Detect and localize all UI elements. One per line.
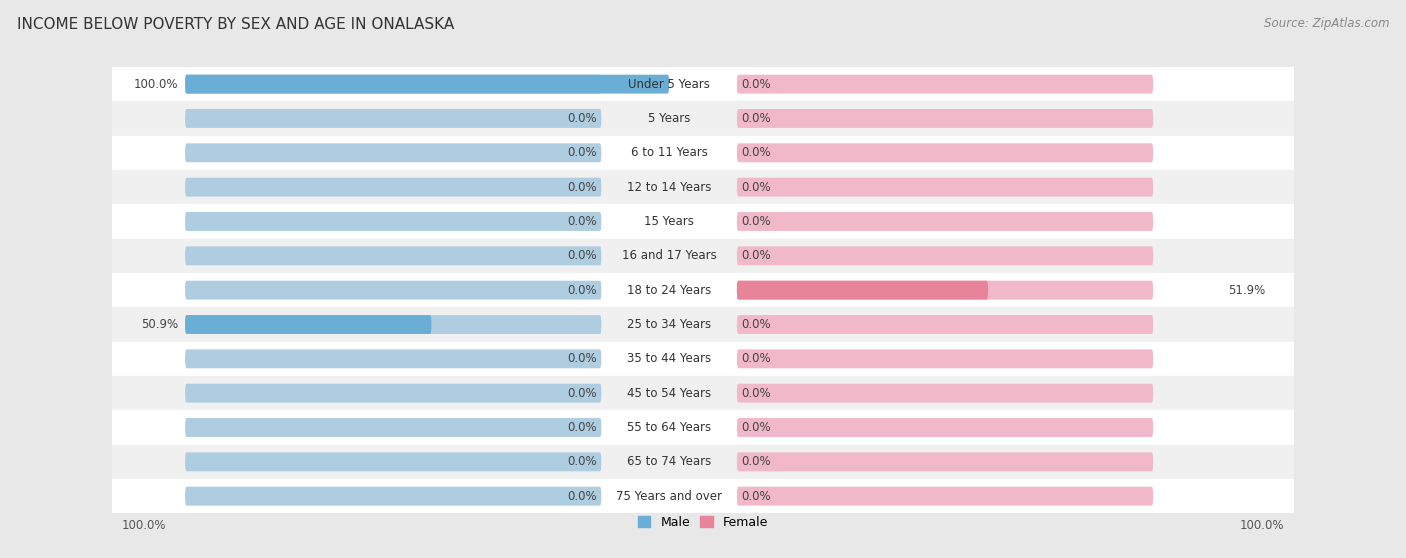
Bar (112, 67, 1294, 102)
FancyBboxPatch shape (186, 315, 602, 334)
Bar (112, 479, 1294, 513)
Text: 0.0%: 0.0% (742, 352, 772, 365)
Bar (112, 307, 1294, 341)
Text: 0.0%: 0.0% (742, 387, 772, 400)
Text: 50.9%: 50.9% (141, 318, 177, 331)
FancyBboxPatch shape (186, 75, 602, 94)
Text: 0.0%: 0.0% (567, 421, 596, 434)
Text: Under 5 Years: Under 5 Years (628, 78, 710, 90)
Text: 15 Years: 15 Years (644, 215, 695, 228)
Text: 0.0%: 0.0% (742, 112, 772, 125)
Text: 16 and 17 Years: 16 and 17 Years (621, 249, 717, 262)
Text: Source: ZipAtlas.com: Source: ZipAtlas.com (1264, 17, 1389, 30)
Text: 0.0%: 0.0% (567, 490, 596, 503)
Text: 0.0%: 0.0% (567, 352, 596, 365)
Text: 45 to 54 Years: 45 to 54 Years (627, 387, 711, 400)
FancyBboxPatch shape (737, 212, 1153, 231)
Text: 0.0%: 0.0% (742, 490, 772, 503)
Text: 0.0%: 0.0% (567, 146, 596, 159)
FancyBboxPatch shape (737, 418, 1153, 437)
Bar (112, 102, 1294, 136)
Text: 0.0%: 0.0% (742, 215, 772, 228)
Text: 0.0%: 0.0% (567, 249, 596, 262)
FancyBboxPatch shape (186, 109, 602, 128)
FancyBboxPatch shape (186, 212, 602, 231)
Text: 75 Years and over: 75 Years and over (616, 490, 723, 503)
Text: 0.0%: 0.0% (742, 455, 772, 468)
Text: 0.0%: 0.0% (567, 455, 596, 468)
FancyBboxPatch shape (186, 453, 602, 472)
Text: 12 to 14 Years: 12 to 14 Years (627, 181, 711, 194)
Bar (112, 410, 1294, 445)
Text: INCOME BELOW POVERTY BY SEX AND AGE IN ONALASKA: INCOME BELOW POVERTY BY SEX AND AGE IN O… (17, 17, 454, 32)
Legend: Male, Female: Male, Female (633, 511, 773, 534)
FancyBboxPatch shape (737, 384, 1153, 403)
Text: 0.0%: 0.0% (567, 112, 596, 125)
Bar (112, 204, 1294, 239)
FancyBboxPatch shape (737, 247, 1153, 265)
Text: 65 to 74 Years: 65 to 74 Years (627, 455, 711, 468)
FancyBboxPatch shape (186, 315, 432, 334)
Text: 55 to 64 Years: 55 to 64 Years (627, 421, 711, 434)
FancyBboxPatch shape (737, 109, 1153, 128)
FancyBboxPatch shape (186, 281, 602, 300)
FancyBboxPatch shape (186, 418, 602, 437)
Text: 0.0%: 0.0% (567, 283, 596, 297)
FancyBboxPatch shape (737, 177, 1153, 196)
Bar (112, 136, 1294, 170)
FancyBboxPatch shape (737, 487, 1153, 506)
Text: 100.0%: 100.0% (134, 78, 177, 90)
Bar (112, 445, 1294, 479)
Text: 100.0%: 100.0% (122, 519, 167, 532)
FancyBboxPatch shape (186, 349, 602, 368)
Text: 0.0%: 0.0% (742, 181, 772, 194)
FancyBboxPatch shape (737, 143, 1153, 162)
Text: 51.9%: 51.9% (1229, 283, 1265, 297)
Bar (112, 170, 1294, 204)
FancyBboxPatch shape (186, 487, 602, 506)
FancyBboxPatch shape (186, 75, 669, 94)
Text: 0.0%: 0.0% (742, 249, 772, 262)
Bar (112, 376, 1294, 410)
Text: 35 to 44 Years: 35 to 44 Years (627, 352, 711, 365)
FancyBboxPatch shape (737, 281, 1153, 300)
Text: 0.0%: 0.0% (567, 215, 596, 228)
Text: 5 Years: 5 Years (648, 112, 690, 125)
FancyBboxPatch shape (186, 177, 602, 196)
Text: 0.0%: 0.0% (742, 318, 772, 331)
Text: 0.0%: 0.0% (567, 181, 596, 194)
Text: 0.0%: 0.0% (567, 387, 596, 400)
Bar (112, 273, 1294, 307)
Bar (112, 341, 1294, 376)
Text: 25 to 34 Years: 25 to 34 Years (627, 318, 711, 331)
FancyBboxPatch shape (737, 315, 1153, 334)
Text: 0.0%: 0.0% (742, 78, 772, 90)
FancyBboxPatch shape (737, 281, 988, 300)
FancyBboxPatch shape (737, 349, 1153, 368)
FancyBboxPatch shape (737, 75, 1153, 94)
FancyBboxPatch shape (737, 453, 1153, 472)
Bar (112, 239, 1294, 273)
FancyBboxPatch shape (186, 247, 602, 265)
Text: 18 to 24 Years: 18 to 24 Years (627, 283, 711, 297)
Text: 100.0%: 100.0% (1239, 519, 1284, 532)
FancyBboxPatch shape (186, 143, 602, 162)
Text: 0.0%: 0.0% (742, 146, 772, 159)
Text: 0.0%: 0.0% (742, 421, 772, 434)
FancyBboxPatch shape (186, 384, 602, 403)
Text: 6 to 11 Years: 6 to 11 Years (631, 146, 707, 159)
